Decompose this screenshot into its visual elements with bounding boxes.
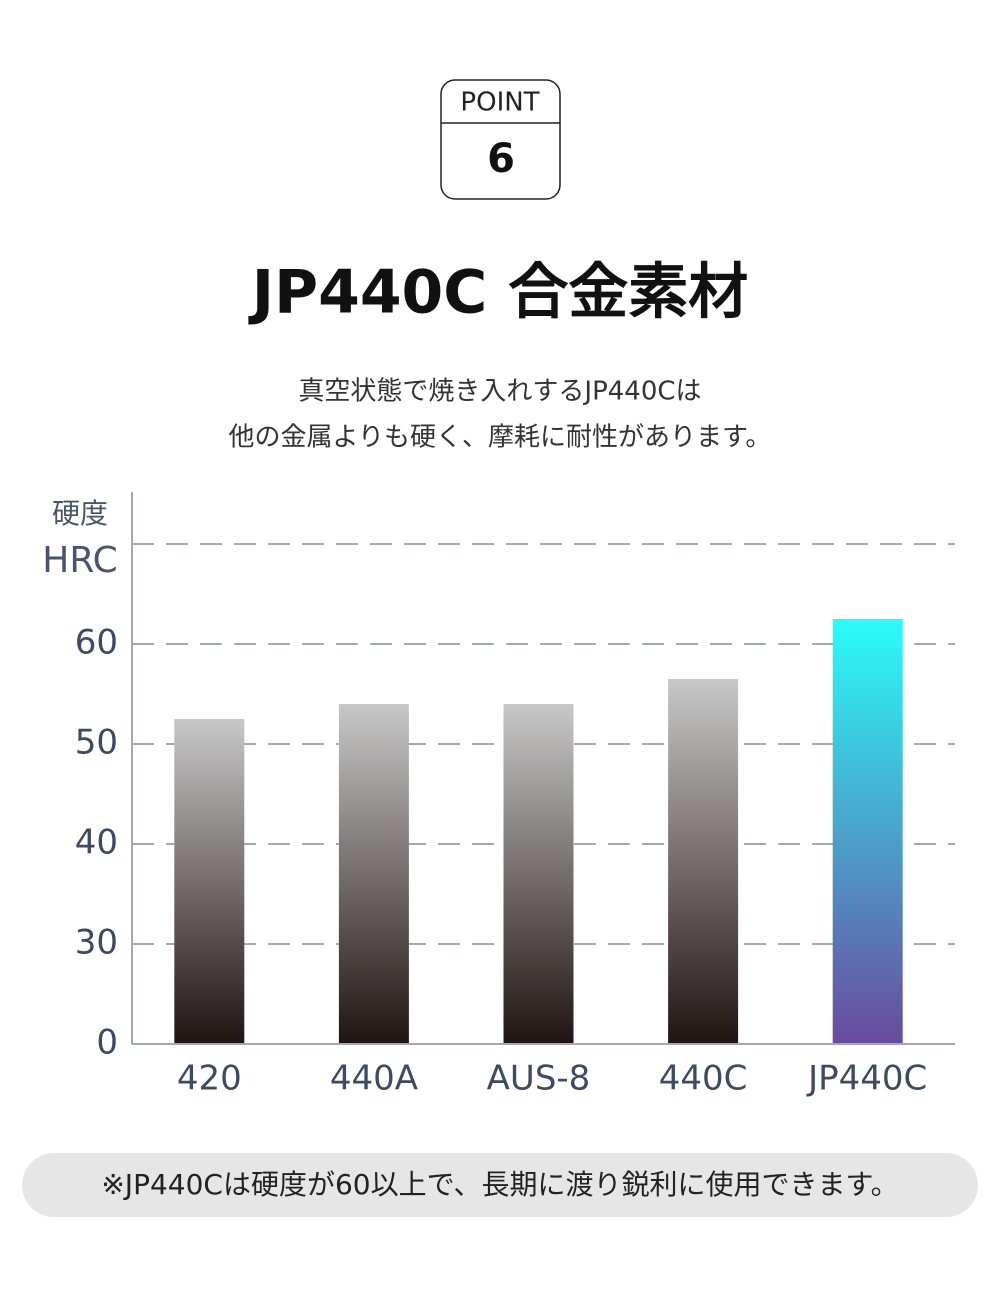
- subtitle-line: 真空状態で焼き入れするJP440Cは: [298, 377, 701, 407]
- bar: [174, 719, 245, 1044]
- point-badge: [440, 79, 561, 200]
- x-tick-label: 440C: [659, 1059, 748, 1099]
- badge-number: 6: [487, 136, 515, 182]
- bar: [503, 704, 574, 1044]
- y-tick-label: 50: [75, 723, 118, 763]
- note-pill: [22, 1153, 978, 1217]
- subtitle-line: 他の金属よりも硬く、摩耗に耐性があります。: [229, 423, 772, 453]
- y-axis-unit: HRC: [42, 540, 117, 581]
- chart-title: JP440C 合金素材: [248, 258, 748, 328]
- y-tick-label: 0: [96, 1023, 118, 1063]
- bar: [338, 704, 409, 1044]
- y-tick-label: 60: [75, 623, 118, 663]
- bar: [832, 619, 903, 1044]
- bar: [668, 679, 739, 1044]
- x-tick-label: 420: [177, 1059, 242, 1099]
- y-axis-label: 硬度: [52, 497, 108, 530]
- x-tick-label: 440A: [330, 1059, 418, 1099]
- x-tick-label: AUS-8: [487, 1059, 591, 1099]
- y-tick-label: 30: [75, 923, 118, 963]
- x-tick-label: JP440C: [806, 1059, 927, 1099]
- y-tick-label: 40: [75, 823, 118, 863]
- note: ※JP440Cは硬度が60以上で、長期に渡り鋭利に使用できます。: [101, 1168, 898, 1201]
- badge-label: POINT: [460, 88, 539, 118]
